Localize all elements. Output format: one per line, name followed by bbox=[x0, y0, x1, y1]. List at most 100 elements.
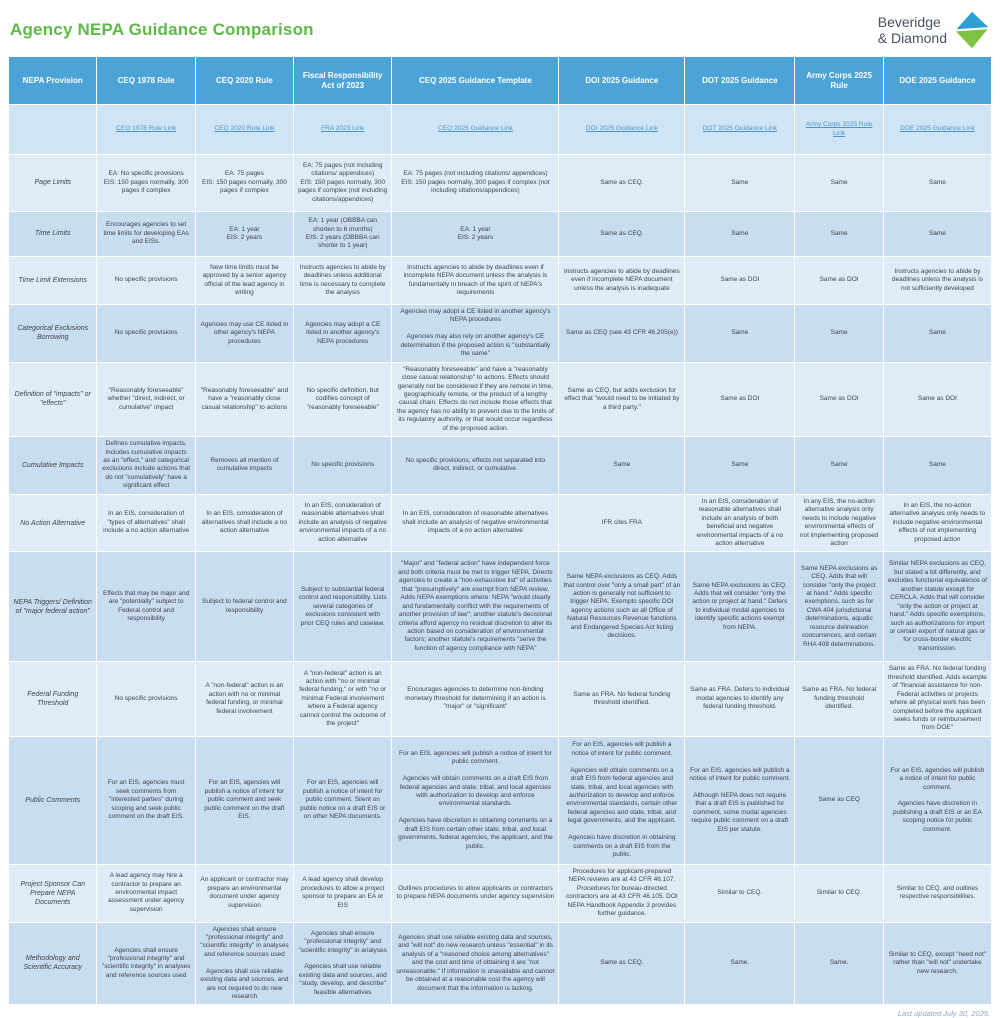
cell: Same bbox=[558, 436, 686, 495]
page-title: Agency NEPA Guidance Comparison bbox=[10, 20, 314, 39]
cell: EA: 75 pages EIS: 150 pages normally, 30… bbox=[194, 154, 295, 212]
cell: Agencies may adopt a CE listed in anothe… bbox=[293, 304, 393, 363]
cell: An applicant or contractor may prepare a… bbox=[194, 863, 295, 923]
cell: Same NEPA exclusions as CEQ. Adds that w… bbox=[684, 551, 796, 663]
cell: FRA 2023 Link bbox=[293, 104, 393, 155]
row-label: Definition of "impacts" or "effects" bbox=[7, 361, 98, 438]
cell: "Reasonably foreseeable" and have a "rea… bbox=[194, 361, 295, 438]
table-row-time-limit-extensions: Time Limit Extensions No specific provis… bbox=[7, 256, 993, 305]
cell: Agencies shall ensure "professional inte… bbox=[96, 921, 196, 1006]
cell: Same as CEQ (see 43 CFR 46.205(e)) bbox=[558, 304, 686, 363]
cell: Same bbox=[794, 211, 884, 257]
logo-line-2: & Diamond bbox=[877, 30, 947, 46]
cell: Agencies may adopt a CE listed in anothe… bbox=[391, 304, 560, 363]
cell: Same as FRA. No federal funding threshol… bbox=[558, 661, 686, 737]
cell: Encourages agencies to determine non-bin… bbox=[391, 661, 560, 737]
cell: Agencies may use CE listed in other agen… bbox=[194, 304, 295, 363]
cell: Same as CEQ. bbox=[558, 921, 686, 1006]
link-ceq-2025[interactable]: CEQ 2025 Guidance Link bbox=[438, 125, 513, 133]
table-row-definition-of-impacts: Definition of "impacts" or "effects" "Re… bbox=[7, 361, 993, 438]
cell: Same as CEQ bbox=[794, 735, 884, 865]
cell: In an EIS, consideration of alternatives… bbox=[194, 493, 295, 553]
row-label: Methodology and Scientific Accuracy bbox=[7, 921, 98, 1006]
cell: EA: 75 pages (not including citations/ a… bbox=[293, 154, 393, 212]
cell: EA: 1 year EIS: 2 years bbox=[391, 211, 560, 257]
cell: New time limits must be approved by a se… bbox=[194, 256, 295, 305]
cell: No specific provisions bbox=[96, 256, 196, 305]
cell: CEQ 1978 Rule Link bbox=[96, 104, 196, 155]
cell: Same as DOI bbox=[794, 361, 884, 438]
cell: Subject to federal control and responsib… bbox=[194, 551, 295, 663]
cell: Similar to CEQ, except "need not" rather… bbox=[882, 921, 993, 1006]
cell: For an EIS, agencies will publish a noti… bbox=[684, 735, 796, 865]
cell: For an EIS, agencies will publish a noti… bbox=[391, 735, 560, 865]
cell: A lead agency shall develop procedures t… bbox=[293, 863, 393, 923]
cell: Same bbox=[794, 436, 884, 495]
cell: For an EIS, agencies will publish a noti… bbox=[558, 735, 686, 865]
cell: Same as DOI bbox=[882, 361, 993, 438]
link-doi-2025[interactable]: DOI 2025 Guidance Link bbox=[585, 125, 658, 133]
link-fra-2023[interactable]: FRA 2023 Link bbox=[321, 125, 365, 133]
cell: Same as CEQ. bbox=[558, 211, 686, 257]
col-header-dot-2025: DOT 2025 Guidance bbox=[684, 56, 796, 105]
cell: Same bbox=[684, 211, 796, 257]
cell: For an EIS, agencies will publish a noti… bbox=[293, 735, 393, 865]
cell: Same as FRA. Defers to individual modal … bbox=[684, 661, 796, 737]
link-ceq-2020[interactable]: CEQ 2020 Rule Link bbox=[214, 125, 275, 133]
row-label: Project Sponsor Can Prepare NEPA Documen… bbox=[7, 863, 98, 923]
links-row: CEQ 1978 Rule Link CEQ 2020 Rule Link FR… bbox=[7, 104, 993, 155]
cell: Same bbox=[684, 436, 796, 495]
cell: Similar NEPA exclusions as CEQ, but stat… bbox=[882, 551, 993, 663]
row-label: Page Limits bbox=[7, 154, 98, 212]
cell: Agencies shall ensure "professional inte… bbox=[194, 921, 295, 1006]
diamond-logo-icon bbox=[955, 11, 989, 49]
cell: For an EIS, agencies will publish a noti… bbox=[882, 735, 993, 865]
cell: Removes all mention of cumulative impact… bbox=[194, 436, 295, 495]
row-label: Federal Funding Threshold bbox=[7, 661, 98, 737]
cell: "Reasonably foreseeable" whether "direct… bbox=[96, 361, 196, 438]
last-updated-note: Last updated July 30, 2025. bbox=[897, 1009, 990, 1018]
table-row-page-limits: Page Limits EA: No specific provisions E… bbox=[7, 154, 993, 212]
row-label: No Action Alternative bbox=[7, 493, 98, 553]
cell: DOI 2025 Guidance Link bbox=[558, 104, 686, 155]
link-army-corps-2025[interactable]: Army Corps 2025 Rule Link bbox=[805, 120, 873, 137]
table-row-public-comments: Public Comments For an EIS, agencies mus… bbox=[7, 735, 993, 865]
cell: EA: 1 year EIS: 2 years bbox=[194, 211, 295, 257]
link-ceq-1978[interactable]: CEQ 1978 Rule Link bbox=[116, 125, 177, 133]
row-label: NEPA Triggers/ Definition of "major fede… bbox=[7, 551, 98, 663]
top-bar: Agency NEPA Guidance Comparison Beveridg… bbox=[8, 4, 992, 56]
table-row-no-action-alternative: No Action Alternative In an EIS, conside… bbox=[7, 493, 993, 553]
cell: Similar to CEQ, and outlines respective … bbox=[882, 863, 993, 923]
cell: Same bbox=[684, 154, 796, 212]
cell: Same bbox=[882, 154, 993, 212]
cell: Same NEPA exclusions as CEQ. Adds that c… bbox=[558, 551, 686, 663]
cell: Same as FRA. No federal funding threshol… bbox=[794, 661, 884, 737]
cell: Same bbox=[882, 211, 993, 257]
table-row-federal-funding-threshold: Federal Funding Threshold No specific pr… bbox=[7, 661, 993, 737]
cell: In an EIS, consideration of reasonable a… bbox=[391, 493, 560, 553]
col-header-army-corps-2025: Army Corps 2025 Rule bbox=[794, 56, 884, 105]
cell: EA: No specific provisions EIS: 150 page… bbox=[96, 154, 196, 212]
cell: EA: 75 pages (not including citations/ a… bbox=[391, 154, 560, 212]
cell: Same. bbox=[794, 921, 884, 1006]
row-label: Cumulative Impacts bbox=[7, 436, 98, 495]
cell: Similar to CEQ. bbox=[684, 863, 796, 923]
comparison-table: NEPA Provision CEQ 1978 Rule CEQ 2020 Ru… bbox=[7, 56, 993, 1006]
row-label: Categorical Exclusions Borrowing bbox=[7, 304, 98, 363]
logo-wordmark: Beveridge & Diamond bbox=[878, 14, 947, 46]
row-label: Public Comments bbox=[7, 735, 98, 865]
link-doe-2025[interactable]: DOE 2025 Guidance Link bbox=[900, 125, 975, 133]
cell: Same NEPA exclusions as CEQ. Adds that w… bbox=[794, 551, 884, 663]
cell: EA: 1 year (OBBBA can shorten to 6 month… bbox=[293, 211, 393, 257]
cell: No specific provisions bbox=[96, 304, 196, 363]
logo-line-1: Beveridge bbox=[877, 13, 941, 30]
cell: Same as DOI bbox=[794, 256, 884, 305]
company-logo: Beveridge & Diamond bbox=[878, 11, 990, 49]
cell: Same bbox=[882, 304, 993, 363]
col-header-doe-2025: DOE 2025 Guidance bbox=[882, 56, 993, 105]
link-dot-2025[interactable]: DOT 2025 Guidance Link bbox=[702, 125, 777, 133]
cell: Instructs agencies to abide by deadlines… bbox=[293, 256, 393, 305]
cell: Same as CEQ, but adds exclusion for effe… bbox=[558, 361, 686, 438]
cell: "Reasonably foreseeable" and have a "rea… bbox=[391, 361, 560, 438]
